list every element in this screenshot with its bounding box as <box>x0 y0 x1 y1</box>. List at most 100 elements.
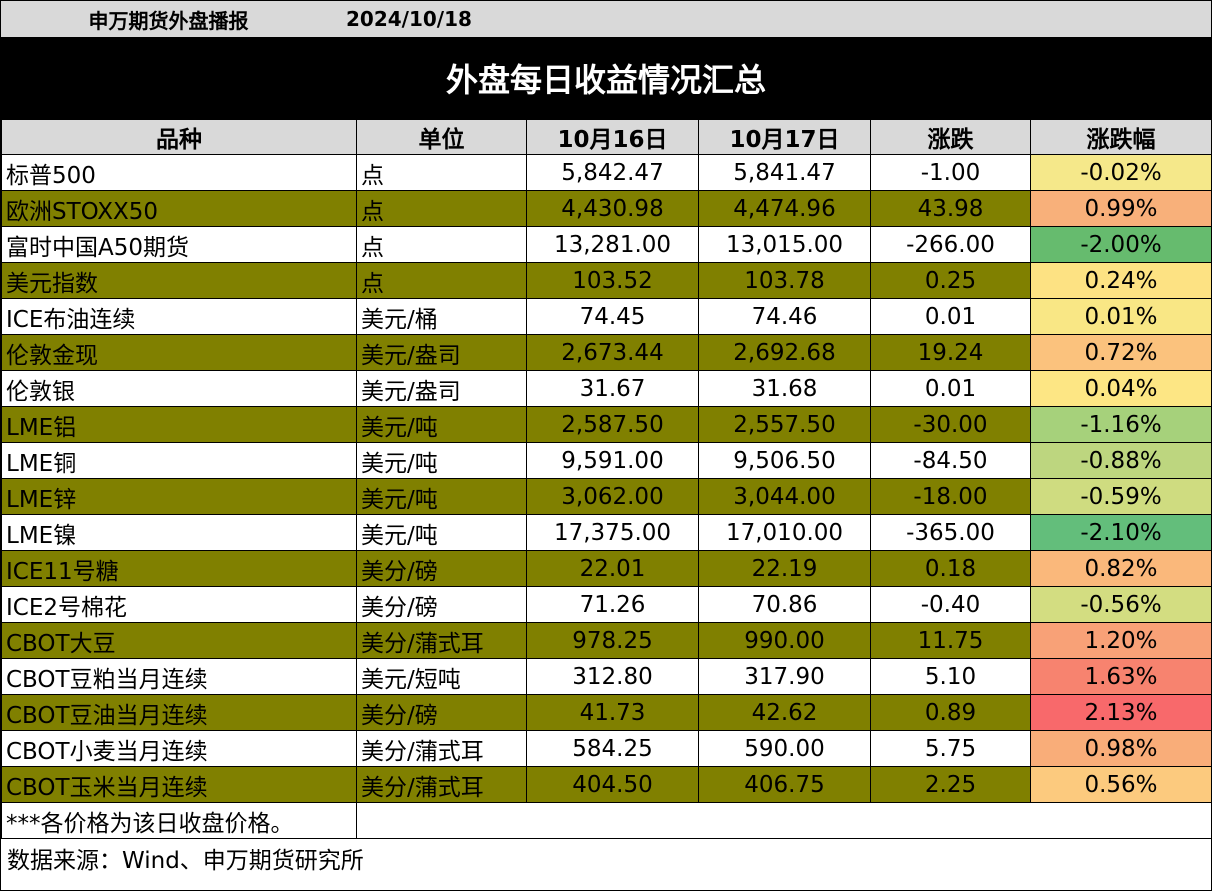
cell-change: 0.01 <box>870 298 1031 335</box>
table-row: ICE11号糖 美分/磅 22.01 22.19 0.18 0.82% <box>1 550 1212 587</box>
cell-change: -0.40 <box>870 586 1031 623</box>
table-row: 美元指数点 103.52 103.78 0.25 0.24% <box>1 262 1212 299</box>
cell-day1: 71.26 <box>526 586 699 623</box>
cell-change: -18.00 <box>870 478 1031 515</box>
cell-pct: 0.72% <box>1030 334 1212 371</box>
cell-pct: 0.24% <box>1030 262 1212 299</box>
cell-day1: 4,430.98 <box>526 190 699 227</box>
cell-day2: 17,010.00 <box>698 514 871 551</box>
cell-day2: 70.86 <box>698 586 871 623</box>
table-row: 伦敦金现 美元/盎司 2,673.44 2,692.68 19.24 0.72% <box>1 334 1212 371</box>
page-title: 外盘每日收益情况汇总 <box>1 38 1211 119</box>
cell-unit: 美分/磅 <box>356 586 527 623</box>
table-row: CBOT豆粕当月连续 美元/短吨 312.80 317.90 5.10 1.63% <box>1 658 1212 695</box>
cell-unit: 美元/吨 <box>356 442 527 479</box>
cell-name: LME锌 <box>1 478 357 515</box>
cell-day2: 31.68 <box>698 370 871 407</box>
table-row: LME镍 美元/吨 17,375.00 17,010.00 -365.00 -2.10% <box>1 514 1212 551</box>
cell-change: -1.00 <box>870 154 1031 191</box>
cell-day2: 42.62 <box>698 694 871 731</box>
cell-change: 0.18 <box>870 550 1031 587</box>
col-header-pct: 涨跌幅 <box>1030 119 1212 155</box>
cell-pct: 2.13% <box>1030 694 1212 731</box>
cell-change: 0.25 <box>870 262 1031 299</box>
col-header-change: 涨跌 <box>870 119 1031 155</box>
cell-day1: 41.73 <box>526 694 699 731</box>
cell-day2: 13,015.00 <box>698 226 871 263</box>
cell-change: 11.75 <box>870 622 1031 659</box>
cell-day1: 312.80 <box>526 658 699 695</box>
cell-name: CBOT豆粕当月连续 <box>1 658 357 695</box>
cell-day2: 3,044.00 <box>698 478 871 515</box>
col-header-day2: 10月17日 <box>698 119 871 155</box>
cell-name: 美元指数 <box>1 262 357 299</box>
cell-name: 标普500 <box>1 154 357 191</box>
cell-name: CBOT豆油当月连续 <box>1 694 357 731</box>
cell-day2: 2,557.50 <box>698 406 871 443</box>
cell-pct: 0.98% <box>1030 730 1212 767</box>
cell-day1: 404.50 <box>526 766 699 803</box>
cell-name: 富时中国A50期货 <box>1 226 357 263</box>
cell-change: -84.50 <box>870 442 1031 479</box>
table-header-row: 品种 单位 10月16日 10月17日 涨跌 涨跌幅 <box>1 119 1212 155</box>
cell-unit: 美元/吨 <box>356 406 527 443</box>
cell-pct: -0.56% <box>1030 586 1212 623</box>
cell-day1: 17,375.00 <box>526 514 699 551</box>
cell-unit: 美元/吨 <box>356 478 527 515</box>
cell-name: ICE2号棉花 <box>1 586 357 623</box>
cell-unit: 美元/短吨 <box>356 658 527 695</box>
note-table: ***各价格为该日收盘价格。 <box>1 802 1212 839</box>
cell-unit: 美分/磅 <box>356 550 527 587</box>
table-row: 标普500 点 5,842.47 5,841.47 -1.00 -0.02% <box>1 154 1212 191</box>
table-row: 伦敦银 美元/盎司 31.67 31.68 0.01 0.04% <box>1 370 1212 407</box>
cell-change: 19.24 <box>870 334 1031 371</box>
cell-change: -365.00 <box>870 514 1031 551</box>
cell-day2: 317.90 <box>698 658 871 695</box>
cell-change: 0.01 <box>870 370 1031 407</box>
cell-pct: 1.20% <box>1030 622 1212 659</box>
cell-change: 2.25 <box>870 766 1031 803</box>
cell-day2: 590.00 <box>698 730 871 767</box>
data-source: 数据来源：Wind、申万期货研究所 <box>7 848 364 874</box>
cell-change: 43.98 <box>870 190 1031 227</box>
top-bar: 申万期货外盘播报 2024/10/18 <box>1 1 1211 38</box>
cell-pct: 0.82% <box>1030 550 1212 587</box>
cell-unit: 美元/盎司 <box>356 334 527 371</box>
table-row: LME铜 美元/吨 9,591.00 9,506.50 -84.50 -0.88% <box>1 442 1212 479</box>
org-name: 申万期货外盘播报 <box>88 8 249 33</box>
table-row: LME铝 美元/吨 2,587.50 2,557.50 -30.00 -1.16% <box>1 406 1212 443</box>
note-row: ***各价格为该日收盘价格。 <box>1 802 1212 839</box>
cell-day2: 9,506.50 <box>698 442 871 479</box>
cell-name: 伦敦银 <box>1 370 357 407</box>
cell-unit: 美分/磅 <box>356 694 527 731</box>
cell-unit: 美分/蒲式耳 <box>356 766 527 803</box>
cell-name: LME镍 <box>1 514 357 551</box>
cell-day1: 584.25 <box>526 730 699 767</box>
note-empty-cell <box>356 802 1212 839</box>
cell-name: LME铝 <box>1 406 357 443</box>
cell-day2: 406.75 <box>698 766 871 803</box>
table-row: CBOT小麦当月连续 美分/蒲式耳 584.25 590.00 5.75 0.98% <box>1 730 1212 767</box>
cell-day1: 31.67 <box>526 370 699 407</box>
cell-name: CBOT小麦当月连续 <box>1 730 357 767</box>
cell-pct: 0.56% <box>1030 766 1212 803</box>
cell-day2: 22.19 <box>698 550 871 587</box>
cell-change: 0.89 <box>870 694 1031 731</box>
cell-unit: 点 <box>356 190 527 227</box>
cell-name: 欧洲STOXX50 <box>1 190 357 227</box>
cell-name: CBOT玉米当月连续 <box>1 766 357 803</box>
table-row: LME锌 美元/吨 3,062.00 3,044.00 -18.00 -0.59% <box>1 478 1212 515</box>
cell-day1: 22.01 <box>526 550 699 587</box>
cell-day2: 4,474.96 <box>698 190 871 227</box>
cell-name: 伦敦金现 <box>1 334 357 371</box>
cell-unit: 点 <box>356 226 527 263</box>
cell-unit: 美分/蒲式耳 <box>356 730 527 767</box>
cell-pct: -1.16% <box>1030 406 1212 443</box>
table-body: 标普500 点 5,842.47 5,841.47 -1.00 -0.02% 欧洲STOXX… <box>1 154 1212 803</box>
table-row: CBOT大豆 美分/蒲式耳 978.25 990.00 11.75 1.20% <box>1 622 1212 659</box>
cell-change: -266.00 <box>870 226 1031 263</box>
cell-day1: 978.25 <box>526 622 699 659</box>
cell-change: 5.75 <box>870 730 1031 767</box>
cell-day1: 13,281.00 <box>526 226 699 263</box>
